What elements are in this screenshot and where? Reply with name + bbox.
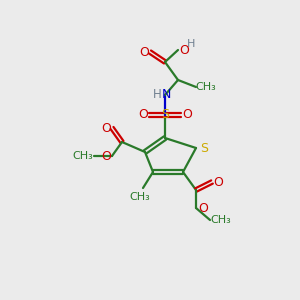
Text: O: O — [213, 176, 223, 188]
Text: CH₃: CH₃ — [130, 192, 150, 202]
Text: O: O — [139, 46, 149, 59]
Text: H: H — [153, 88, 161, 101]
Text: S: S — [161, 109, 169, 122]
Text: O: O — [179, 44, 189, 56]
Text: O: O — [101, 122, 111, 134]
Text: CH₃: CH₃ — [196, 82, 216, 92]
Text: O: O — [138, 109, 148, 122]
Text: O: O — [101, 149, 111, 163]
Text: CH₃: CH₃ — [73, 151, 93, 161]
Text: O: O — [198, 202, 208, 214]
Text: H: H — [187, 39, 195, 49]
Text: N: N — [161, 88, 171, 101]
Text: O: O — [182, 109, 192, 122]
Text: S: S — [200, 142, 208, 154]
Text: CH₃: CH₃ — [211, 215, 231, 225]
